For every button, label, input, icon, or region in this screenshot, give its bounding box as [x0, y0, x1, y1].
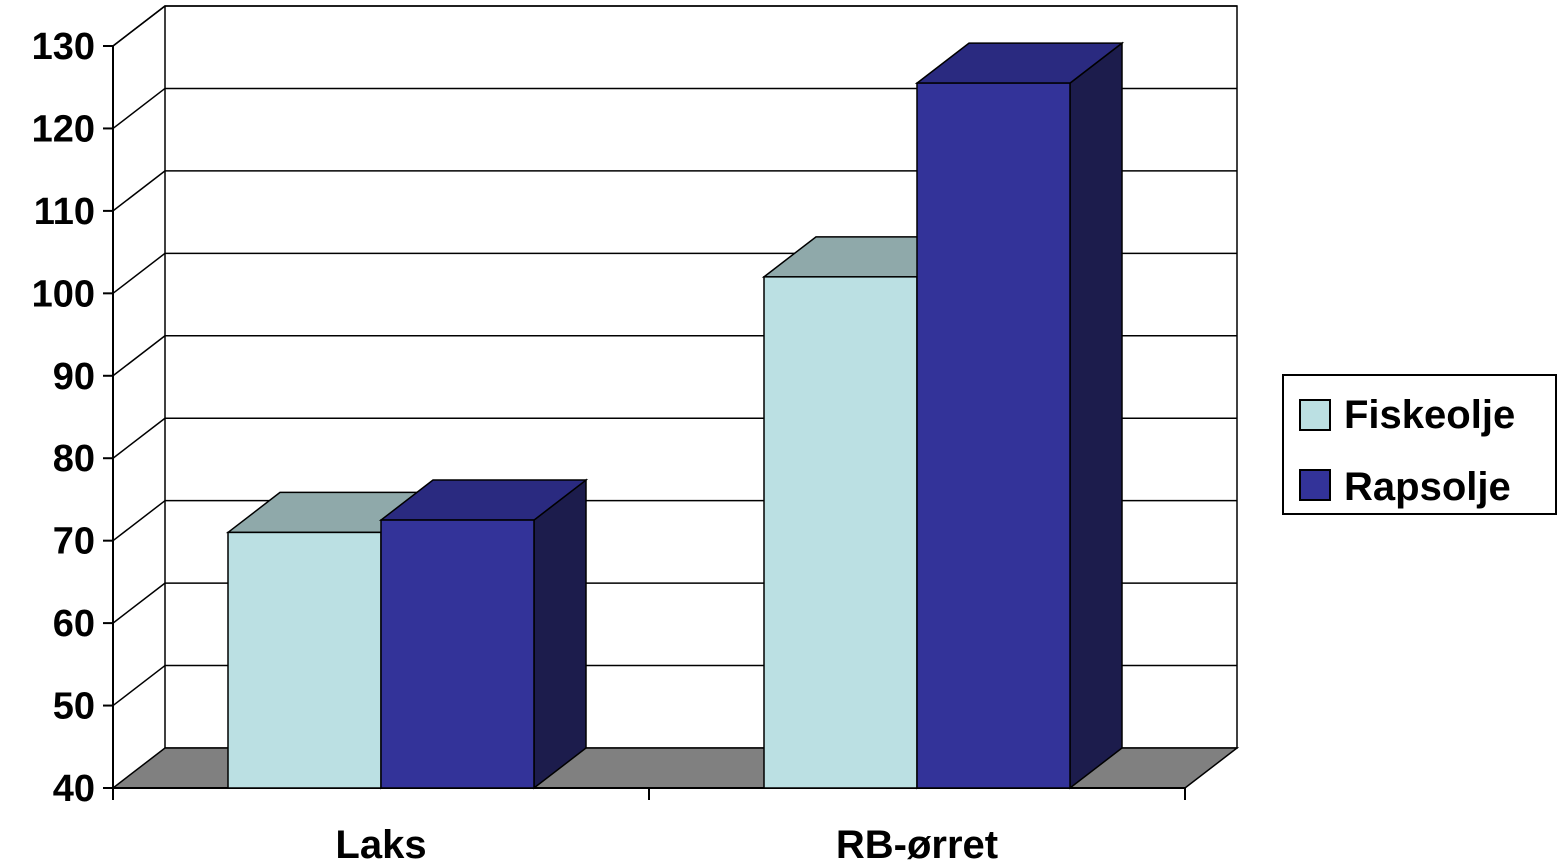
bar-side	[533, 478, 587, 790]
x-tick-labels: Laks RB-ørret	[335, 823, 998, 864]
side-gridline	[112, 664, 166, 707]
legend-swatch-fiskeolje	[1299, 399, 1331, 431]
bar-front	[763, 276, 918, 789]
bar-rapsolje-laks	[378, 478, 589, 790]
bar-front	[916, 82, 1071, 789]
side-gridline	[112, 87, 166, 130]
y-tick-label: 60	[53, 603, 95, 645]
y-tick-label: 120	[32, 108, 95, 150]
x-tick-label: Laks	[335, 823, 426, 864]
y-axis-top-edge	[112, 5, 166, 47]
y-tick-label: 130	[32, 26, 95, 68]
legend-swatch-rapsolje	[1299, 469, 1331, 501]
side-gridline	[112, 252, 166, 294]
bars	[225, 41, 1125, 790]
legend-label-rapsolje: Rapsolje	[1344, 465, 1511, 509]
legend-label-fiskeolje: Fiskeolje	[1344, 393, 1515, 437]
side-gridline	[112, 582, 166, 624]
y-tick-label: 70	[53, 521, 95, 563]
bar-side	[1069, 41, 1123, 790]
y-tick-label: 90	[53, 356, 95, 398]
y-tick-label: 100	[32, 273, 95, 315]
side-gridline	[112, 335, 166, 377]
y-tick-labels: 40 50 60 70 80 90 100 110 120 130	[32, 26, 95, 810]
y-tick-label: 40	[53, 768, 95, 810]
side-gridline	[112, 170, 166, 212]
bar-front	[227, 531, 382, 789]
legend: Fiskeolje Rapsolje	[1282, 374, 1557, 515]
y-tick-label: 50	[53, 686, 95, 728]
y-tick-label: 80	[53, 438, 95, 480]
side-gridline	[112, 417, 166, 459]
bar-front	[380, 519, 535, 789]
y-tick-label: 110	[34, 191, 95, 233]
side-gridline	[112, 500, 166, 542]
bar-rapsolje-rb-ørret	[914, 41, 1125, 790]
x-tick-label: RB-ørret	[836, 823, 998, 864]
